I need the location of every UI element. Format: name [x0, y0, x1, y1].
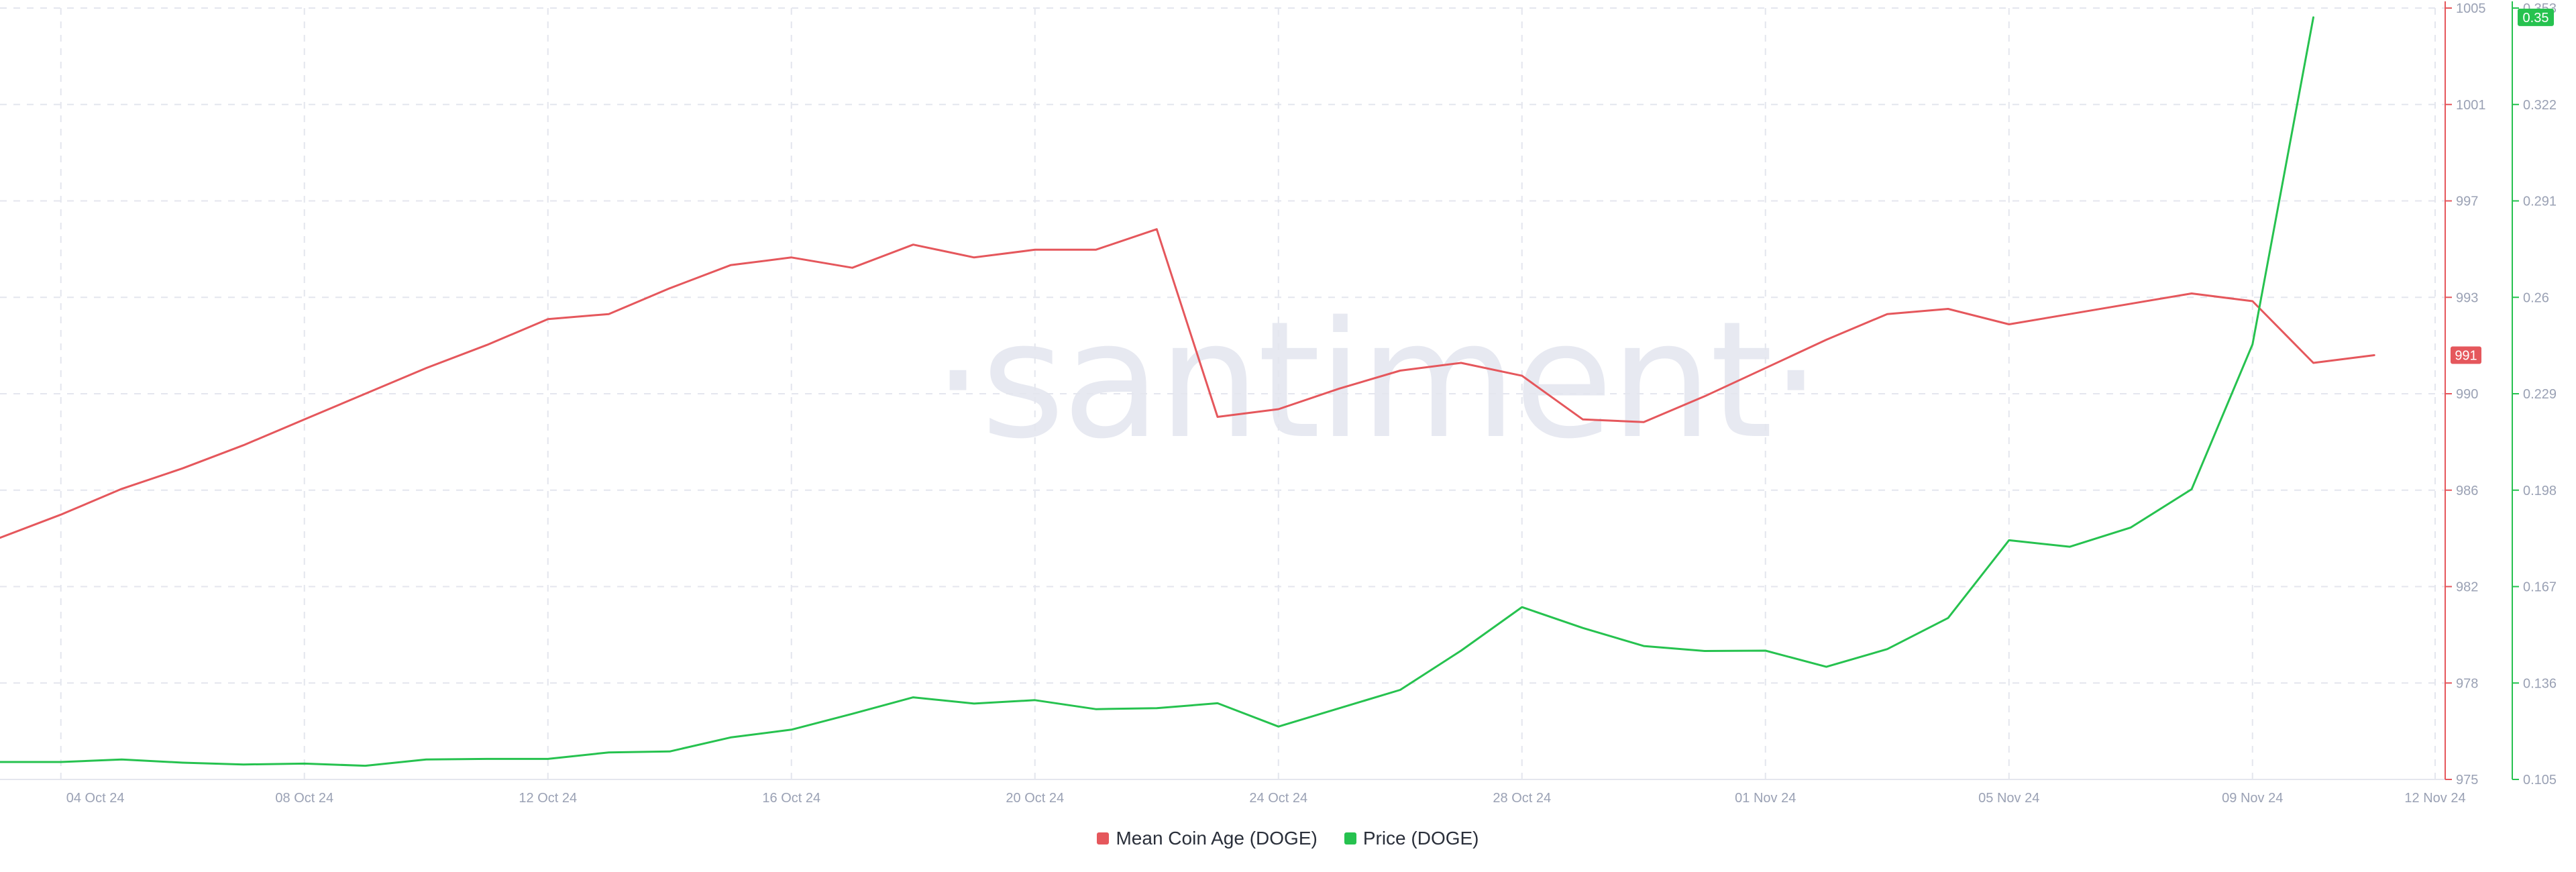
x-tick-label: 24 Oct 24 — [1249, 791, 1307, 806]
y-tick-label-mean-coin-age: 982 — [2456, 580, 2478, 595]
x-tick-label: 05 Nov 24 — [1978, 791, 2039, 806]
series-lines — [0, 16, 2375, 767]
y-tick-label-mean-coin-age: 975 — [2456, 773, 2478, 787]
y-tick-label-mean-coin-age: 993 — [2456, 290, 2478, 305]
legend-label-price: Price (DOGE) — [1362, 828, 1479, 849]
legend: Mean Coin Age (DOGE) Price (DOGE) — [0, 828, 2576, 849]
tick-labels: 04 Oct 24 08 Oct 24 12 Oct 24 16 Oct 24 20 O… — [66, 1, 2557, 806]
legend-swatch-mean-coin-age — [1097, 832, 1110, 844]
x-tick-label: 16 Oct 24 — [762, 791, 820, 806]
legend-item-mean-coin-age[interactable]: Mean Coin Age (DOGE) — [1097, 828, 1318, 849]
x-tick-label: 08 Oct 24 — [275, 791, 333, 806]
last-value-text-price: 0.35 — [2523, 11, 2549, 25]
y-tick-label-price: 0.322 — [2523, 98, 2557, 113]
axes — [0, 1, 2519, 780]
x-tick-label: 09 Nov 24 — [2222, 791, 2283, 806]
y-tick-label-price: 0.26 — [2523, 290, 2549, 305]
y-tick-label-mean-coin-age: 990 — [2456, 387, 2478, 402]
x-tick-label: 04 Oct 24 — [66, 791, 125, 806]
y-tick-label-mean-coin-age: 997 — [2456, 195, 2478, 209]
y-tick-label-price: 0.291 — [2523, 195, 2557, 209]
x-tick-label: 12 Nov 24 — [2404, 791, 2465, 806]
legend-swatch-price — [1344, 832, 1356, 844]
y-tick-label-mean-coin-age: 1001 — [2456, 98, 2486, 113]
y-tick-label-mean-coin-age: 986 — [2456, 484, 2478, 498]
y-tick-label-price: 0.229 — [2523, 387, 2557, 402]
y-tick-label-price: 0.167 — [2523, 580, 2557, 595]
y-tick-label-price: 0.198 — [2523, 484, 2557, 498]
legend-label-mean-coin-age: Mean Coin Age (DOGE) — [1116, 828, 1318, 849]
y-tick-label-price: 0.105 — [2523, 773, 2557, 787]
last-value-badges: 991 0.35 — [2451, 8, 2554, 364]
last-value-text-mean-coin-age: 991 — [2455, 349, 2477, 364]
watermark: ·santiment· — [932, 286, 1819, 474]
x-tick-label: 12 Oct 24 — [519, 791, 577, 806]
y-tick-label-price: 0.136 — [2523, 676, 2557, 691]
y-tick-label-mean-coin-age: 1005 — [2456, 1, 2486, 16]
last-value-badge-mean-coin-age — [2451, 346, 2481, 364]
x-tick-label: 01 Nov 24 — [1735, 791, 1796, 806]
y-tick-label-mean-coin-age: 978 — [2456, 676, 2478, 691]
x-tick-label: 20 Oct 24 — [1006, 791, 1064, 806]
series-line-mean-coin-age — [0, 228, 2375, 539]
legend-item-price[interactable]: Price (DOGE) — [1344, 828, 1479, 849]
last-value-badge-price — [2518, 8, 2554, 26]
x-tick-label: 28 Oct 24 — [1493, 791, 1551, 806]
series-line-price — [0, 16, 2314, 767]
grid — [0, 7, 2445, 780]
